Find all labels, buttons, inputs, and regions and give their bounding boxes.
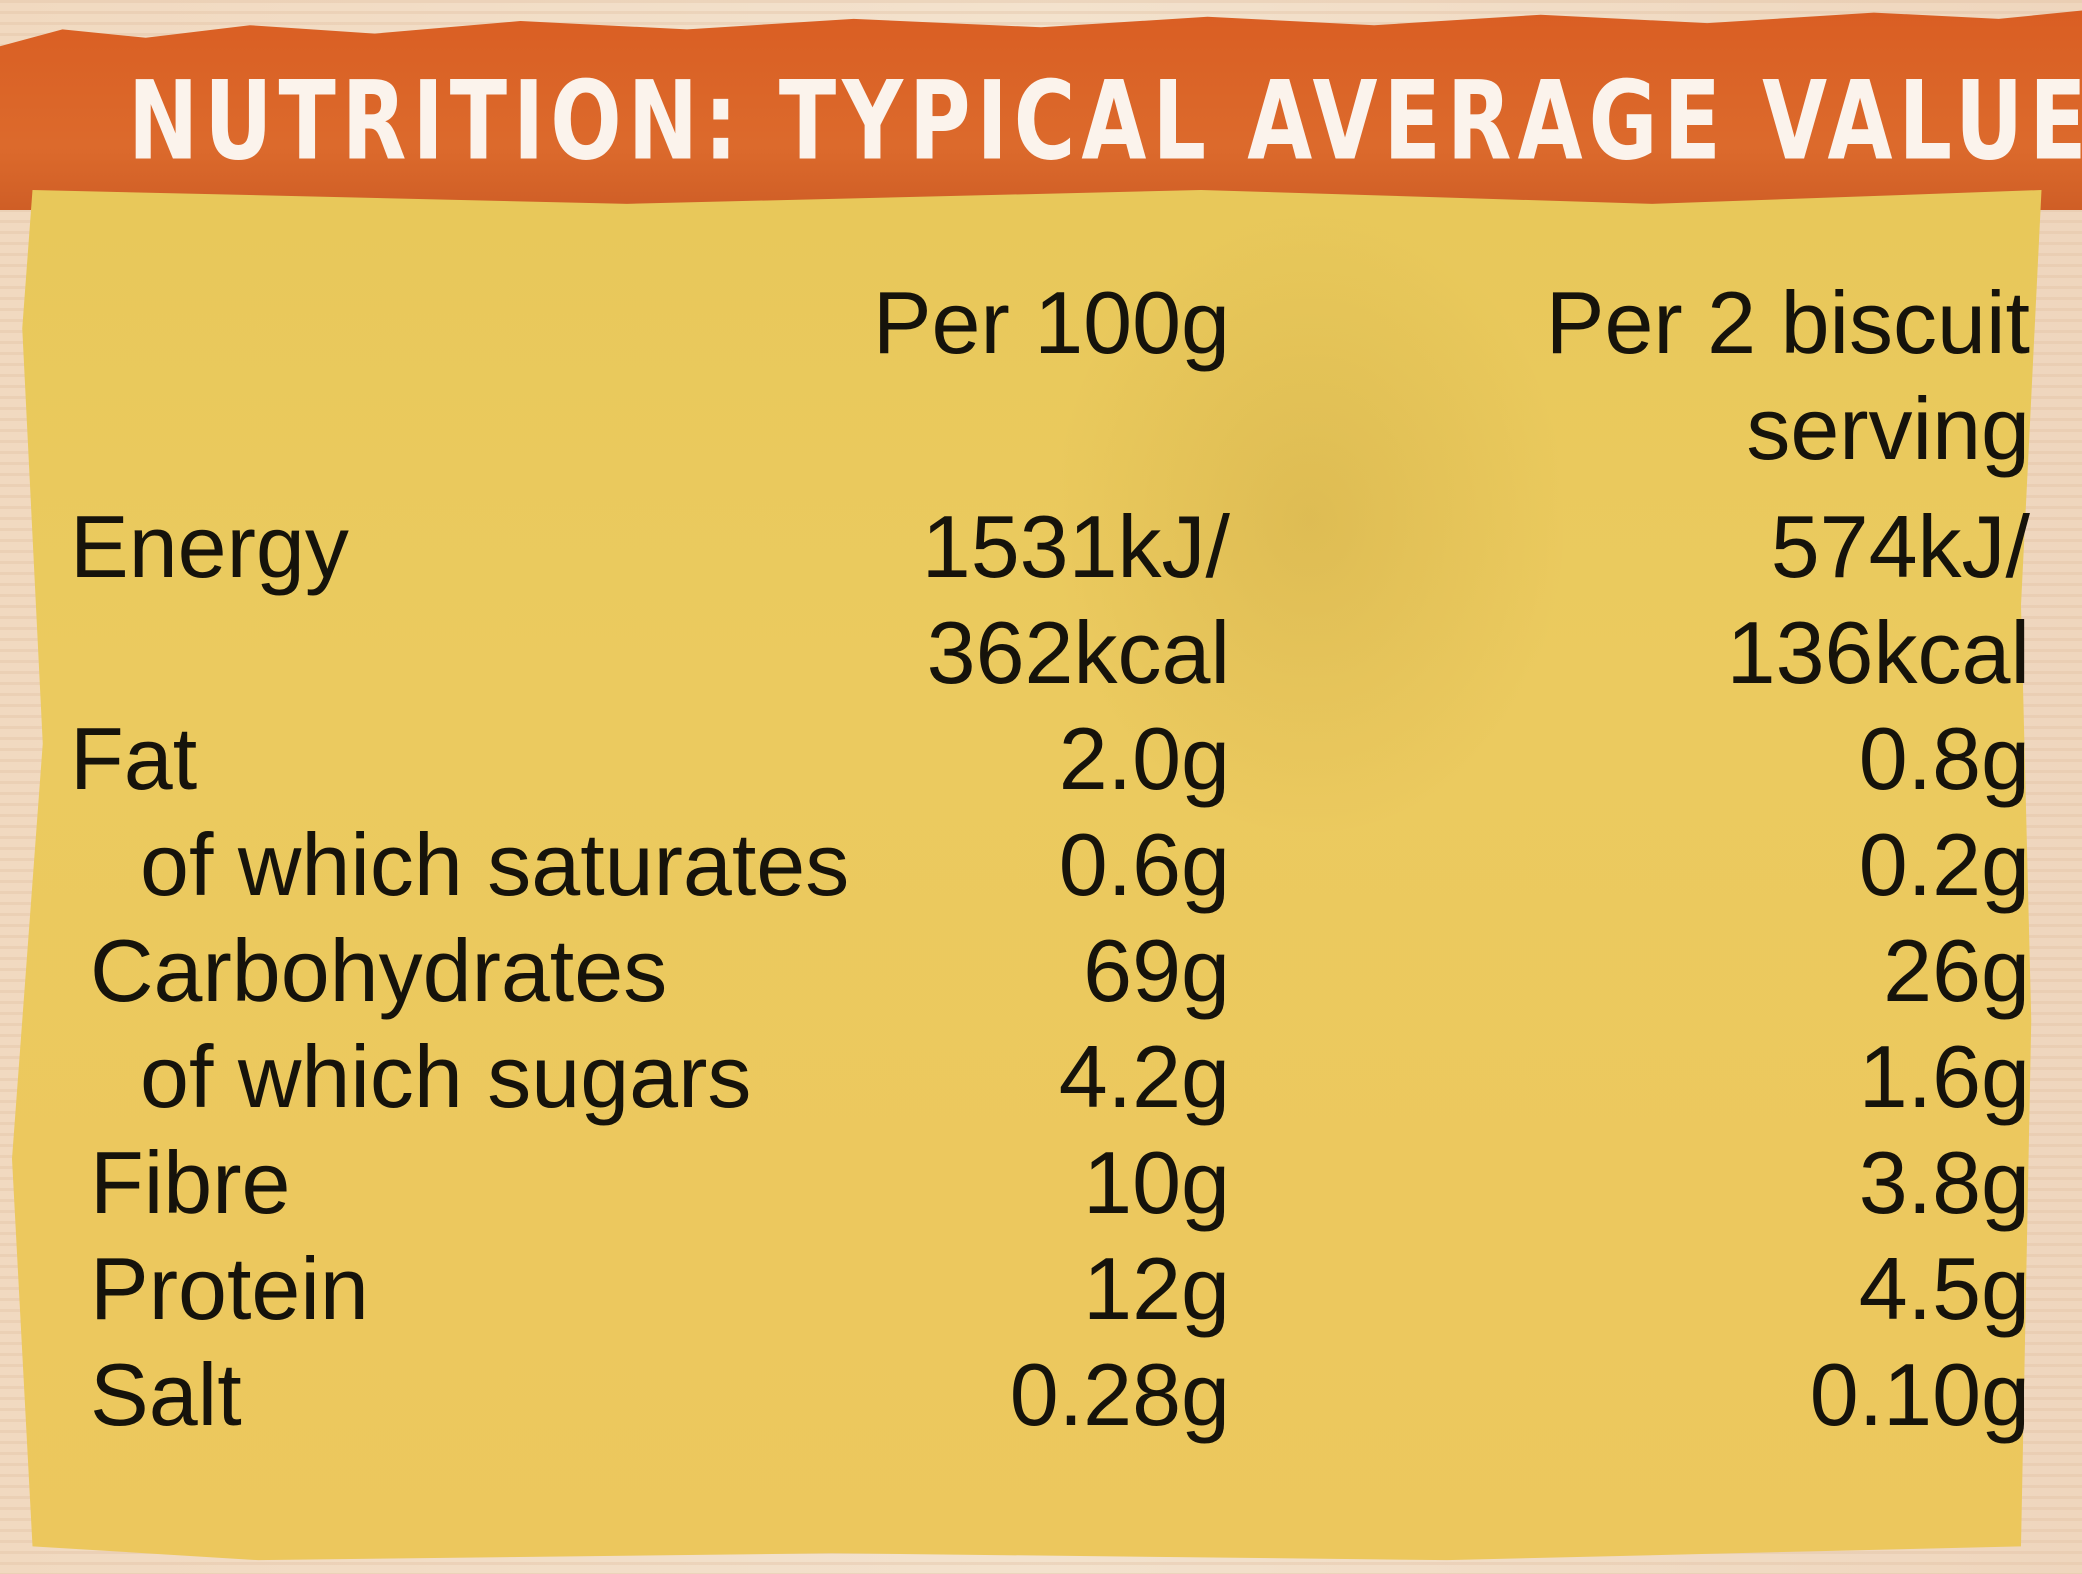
- energy-per-serving-kj: 574kJ/: [1770, 497, 2030, 596]
- table-row-energy: Energy 1531kJ/ 362kcal 574kJ/ 136kcal: [70, 494, 2030, 706]
- fibre-per-serving: 3.8g: [1858, 1133, 2030, 1232]
- nutrition-table: Per 100g Per 2 biscuit serving Energy 15…: [70, 270, 2030, 1448]
- carbohydrates-per-serving: 26g: [1883, 921, 2030, 1020]
- panel-shadow: [1050, 200, 1570, 840]
- table-row-salt: Salt 0.28g 0.10g: [70, 1342, 2030, 1448]
- table-row-fat: Fat 2.0g 0.8g: [70, 706, 2030, 812]
- energy-per-100g-kcal: 362kcal: [926, 603, 1230, 702]
- energy-per-serving-kcal: 136kcal: [1726, 603, 2030, 702]
- nutrient-label-carbohydrates: Carbohydrates: [90, 921, 668, 1020]
- saturates-per-serving: 0.2g: [1858, 815, 2030, 914]
- table-row-saturates: of which saturates 0.6g 0.2g: [70, 812, 2030, 918]
- nutrient-label-protein: Protein: [90, 1239, 369, 1338]
- energy-per-100g: 1531kJ/ 362kcal: [830, 494, 1230, 706]
- fibre-per-100g: 10g: [1083, 1133, 1230, 1232]
- table-header-row: Per 100g Per 2 biscuit serving: [70, 270, 2030, 494]
- sugars-per-100g: 4.2g: [1058, 1027, 1230, 1126]
- fat-per-100g: 2.0g: [1058, 709, 1230, 808]
- per-serving-header-line1: Per 2 biscuit: [1545, 273, 2030, 372]
- carbohydrates-per-100g: 69g: [1083, 921, 1230, 1020]
- nutrition-title: NUTRITION: TYPICAL AVERAGE VALUES: [128, 57, 2082, 185]
- table-row-carbohydrates: Carbohydrates 69g 26g: [70, 918, 2030, 1024]
- table-row-fibre: Fibre 10g 3.8g: [70, 1130, 2030, 1236]
- nutrient-label-salt: Salt: [90, 1345, 242, 1444]
- salt-per-serving: 0.10g: [1809, 1345, 2030, 1444]
- table-row-protein: Protein 12g 4.5g: [70, 1236, 2030, 1342]
- sugars-per-serving: 1.6g: [1858, 1027, 2030, 1126]
- nutrient-label-energy: Energy: [70, 497, 349, 596]
- per-serving-header-line2: serving: [1746, 379, 2030, 478]
- nutrient-label-fibre: Fibre: [90, 1133, 291, 1232]
- energy-per-serving: 574kJ/ 136kcal: [1230, 494, 2030, 706]
- nutrient-label-fat: Fat: [70, 709, 198, 808]
- fat-per-serving: 0.8g: [1858, 709, 2030, 808]
- salt-per-100g: 0.28g: [1009, 1345, 1230, 1444]
- nutrient-column-header: [70, 270, 830, 494]
- nutrition-panel: [12, 190, 2042, 1561]
- protein-per-serving: 4.5g: [1858, 1239, 2030, 1338]
- table-row-sugars: of which sugars 4.2g 1.6g: [70, 1024, 2030, 1130]
- per-serving-header: Per 2 biscuit serving: [1230, 270, 2030, 494]
- per-100g-header: Per 100g: [872, 273, 1230, 372]
- protein-per-100g: 12g: [1083, 1239, 1230, 1338]
- energy-per-100g-kj: 1531kJ/: [921, 497, 1230, 596]
- nutrient-label-sugars: of which sugars: [140, 1027, 752, 1126]
- nutrient-label-saturates: of which saturates: [140, 815, 850, 914]
- title-banner: [0, 10, 2082, 210]
- saturates-per-100g: 0.6g: [1058, 815, 1230, 914]
